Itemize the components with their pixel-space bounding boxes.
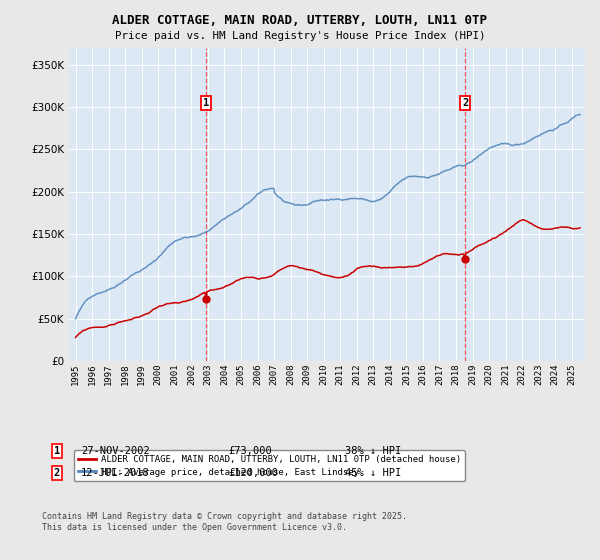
Text: ALDER COTTAGE, MAIN ROAD, UTTERBY, LOUTH, LN11 0TP: ALDER COTTAGE, MAIN ROAD, UTTERBY, LOUTH… — [113, 14, 487, 27]
Text: 1: 1 — [54, 446, 60, 456]
Legend: ALDER COTTAGE, MAIN ROAD, UTTERBY, LOUTH, LN11 0TP (detached house), HPI: Averag: ALDER COTTAGE, MAIN ROAD, UTTERBY, LOUTH… — [74, 450, 465, 481]
Text: 27-NOV-2002: 27-NOV-2002 — [81, 446, 150, 456]
Text: £120,000: £120,000 — [228, 468, 278, 478]
Text: Contains HM Land Registry data © Crown copyright and database right 2025.
This d: Contains HM Land Registry data © Crown c… — [42, 512, 407, 532]
Text: 38% ↓ HPI: 38% ↓ HPI — [345, 446, 401, 456]
Text: 1: 1 — [203, 97, 209, 108]
Text: 2: 2 — [54, 468, 60, 478]
Text: 2: 2 — [462, 97, 468, 108]
Text: Price paid vs. HM Land Registry's House Price Index (HPI): Price paid vs. HM Land Registry's House … — [115, 31, 485, 41]
Text: 45% ↓ HPI: 45% ↓ HPI — [345, 468, 401, 478]
Text: 12-JUL-2018: 12-JUL-2018 — [81, 468, 150, 478]
Text: £73,000: £73,000 — [228, 446, 272, 456]
